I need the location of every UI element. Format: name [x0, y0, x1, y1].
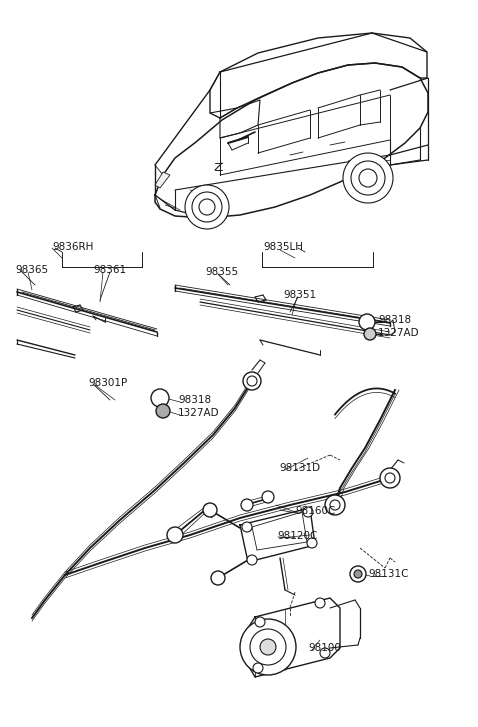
Circle shape — [350, 566, 366, 582]
Circle shape — [260, 639, 276, 655]
Circle shape — [303, 507, 313, 517]
Circle shape — [156, 404, 170, 418]
Circle shape — [385, 473, 395, 483]
Circle shape — [343, 153, 393, 203]
Circle shape — [325, 495, 345, 515]
Circle shape — [359, 169, 377, 187]
Text: 1327AD: 1327AD — [378, 328, 420, 338]
Text: 9836RH: 9836RH — [52, 242, 93, 252]
Circle shape — [320, 648, 330, 658]
Text: 98351: 98351 — [283, 290, 316, 300]
Text: 1327AD: 1327AD — [178, 408, 219, 418]
Circle shape — [241, 499, 253, 511]
Text: 98318: 98318 — [178, 395, 211, 405]
Text: 98318: 98318 — [378, 315, 411, 325]
Circle shape — [255, 617, 265, 627]
Circle shape — [240, 619, 296, 675]
Text: 9835LH: 9835LH — [263, 242, 303, 252]
Circle shape — [380, 468, 400, 488]
Circle shape — [250, 629, 286, 665]
Circle shape — [243, 372, 261, 390]
Circle shape — [167, 527, 183, 543]
Circle shape — [203, 503, 217, 517]
Circle shape — [192, 192, 222, 222]
Text: 98160C: 98160C — [295, 506, 336, 516]
Circle shape — [199, 199, 215, 215]
Circle shape — [262, 491, 274, 503]
Circle shape — [253, 663, 263, 673]
Text: 98100: 98100 — [308, 643, 341, 653]
Circle shape — [307, 538, 317, 548]
Circle shape — [315, 598, 325, 608]
Text: 98361: 98361 — [93, 265, 126, 275]
Circle shape — [247, 555, 257, 565]
Text: 98120C: 98120C — [277, 531, 317, 541]
Circle shape — [242, 522, 252, 532]
Circle shape — [211, 571, 225, 585]
Circle shape — [359, 314, 375, 330]
Circle shape — [354, 570, 362, 578]
Text: 98131D: 98131D — [279, 463, 320, 473]
Text: 98355: 98355 — [205, 267, 238, 277]
Circle shape — [351, 161, 385, 195]
Circle shape — [364, 328, 376, 340]
Circle shape — [185, 185, 229, 229]
Circle shape — [247, 376, 257, 386]
Polygon shape — [155, 172, 170, 188]
Circle shape — [151, 389, 169, 407]
Text: 98301P: 98301P — [88, 378, 127, 388]
Text: 98365: 98365 — [15, 265, 48, 275]
Text: 98131C: 98131C — [368, 569, 409, 579]
Circle shape — [330, 500, 340, 510]
